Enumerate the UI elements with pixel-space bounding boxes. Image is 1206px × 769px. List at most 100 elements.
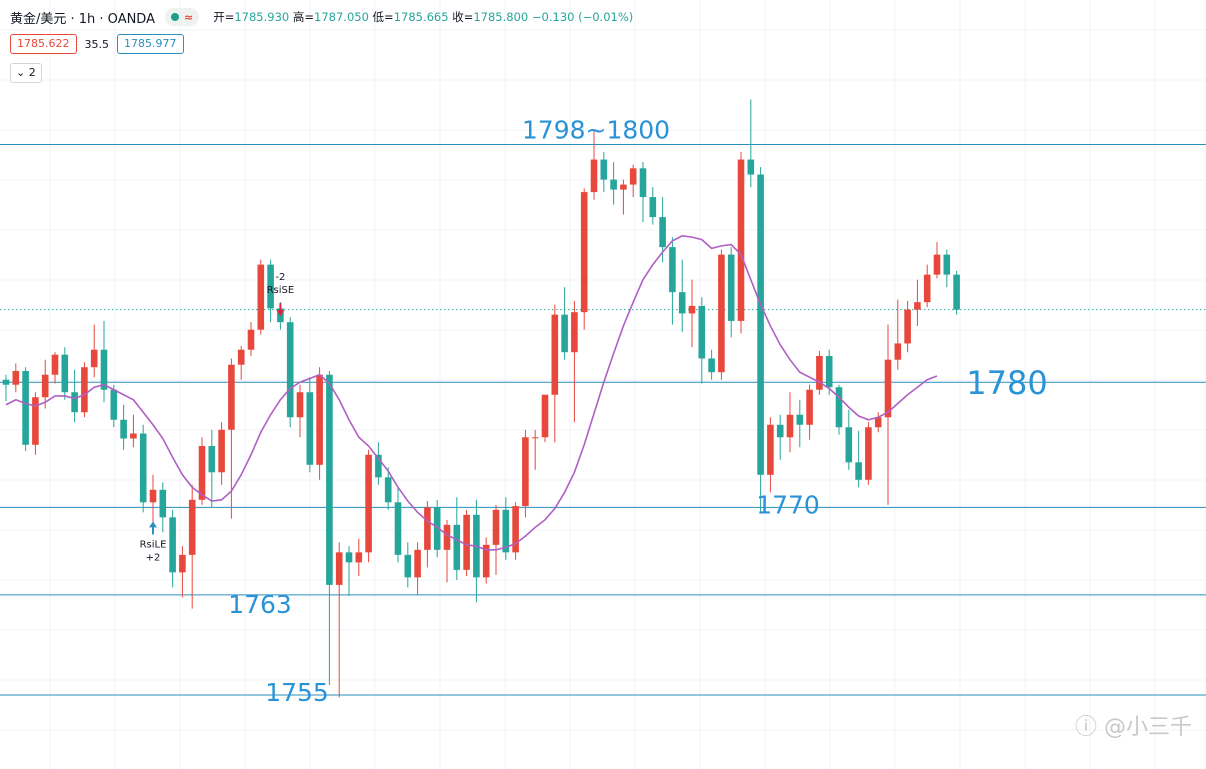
candle-body <box>482 544 490 578</box>
candle-body <box>32 397 39 445</box>
candle-body <box>894 343 902 360</box>
candle-body <box>149 489 157 503</box>
signal-count: +2 <box>146 552 161 563</box>
candle-body <box>698 305 706 359</box>
wave-icon: ≈ <box>183 10 194 24</box>
candle-body <box>747 159 755 175</box>
candle-body <box>786 414 794 438</box>
candle-body <box>218 429 225 473</box>
signal-count: -2 <box>275 272 285 283</box>
candle-body <box>678 292 686 314</box>
candle-body <box>531 437 539 439</box>
candle-body <box>865 427 872 480</box>
candle-body <box>208 446 216 473</box>
candle-body <box>228 364 235 430</box>
symbol-title[interactable]: 黄金/美元 · 1h · OANDA <box>10 11 155 27</box>
candle-body <box>237 349 245 365</box>
candle-body <box>81 367 88 413</box>
candle-body <box>718 254 725 373</box>
candle-body <box>600 159 608 180</box>
candle-body <box>355 552 363 563</box>
strategy-signals: -2 RsiSE RsiLE +2 <box>140 272 295 563</box>
level-label-1763: 1763 <box>228 590 292 619</box>
candle-body <box>326 374 333 585</box>
sell-arrow-icon <box>276 303 285 317</box>
candle-body <box>335 552 343 585</box>
ohlc-values: 开=1785.930 高=1787.050 低=1785.665 收=1785.… <box>213 9 633 25</box>
candle-body <box>620 184 627 190</box>
level-label-1755: 1755 <box>265 678 329 707</box>
candle-body <box>22 370 29 445</box>
candle-body <box>316 374 323 465</box>
candle-body <box>384 477 392 503</box>
candle-body <box>659 217 666 248</box>
candle-body <box>737 159 745 321</box>
candle-body <box>649 197 657 218</box>
candle-body <box>61 354 69 393</box>
candle-body <box>551 314 559 395</box>
candle-body <box>120 419 127 439</box>
candle-body <box>433 507 441 550</box>
candle-body <box>198 446 206 500</box>
candle-body <box>159 489 167 518</box>
candle-body <box>845 427 853 463</box>
candle-body <box>639 168 647 198</box>
candle-body <box>776 424 784 438</box>
chevron-down-icon: ⌄ <box>16 66 26 79</box>
sell-price-button[interactable]: 1785.622 <box>10 34 77 54</box>
level-labels: 1798~1800 1780 1770 1763 1755 <box>228 116 1048 707</box>
candle-body <box>806 389 813 425</box>
candle-body <box>2 379 10 385</box>
candle-body <box>835 387 843 428</box>
candle-body <box>179 554 186 573</box>
candle-body <box>590 159 598 193</box>
level-label-1770: 1770 <box>756 490 820 519</box>
candle-body <box>767 424 774 475</box>
high-value: 1787.050 <box>314 10 369 24</box>
change-value: −0.130 (−0.01%) <box>531 10 634 24</box>
candle-body <box>541 394 549 438</box>
moving-average <box>5 235 938 551</box>
candle-body <box>267 264 274 309</box>
candle-body <box>443 524 451 550</box>
candle-body <box>463 514 470 570</box>
candle-body <box>757 174 764 475</box>
candle-body <box>884 359 892 418</box>
candle-body <box>825 355 833 388</box>
watermark-text: @小三千 <box>1103 715 1192 740</box>
candle-body <box>904 309 911 344</box>
candle-body <box>394 502 402 555</box>
high-label: 高= <box>292 10 315 24</box>
candle-body <box>816 355 823 390</box>
indicator-collapse-button[interactable]: ⌄ 2 <box>10 63 42 83</box>
market-status-badge[interactable]: ≈ <box>164 8 200 26</box>
candle-body <box>492 509 500 545</box>
candle-body <box>580 192 588 313</box>
candle-body <box>512 506 519 553</box>
candle-body <box>933 254 941 275</box>
candle-body <box>188 499 196 555</box>
candle-body <box>306 392 314 465</box>
candle-body <box>90 349 98 368</box>
candle-body <box>130 433 137 439</box>
candle-body <box>375 454 382 478</box>
low-label: 低= <box>372 10 394 24</box>
candle-body <box>453 524 461 570</box>
candle-body <box>727 254 735 321</box>
candle-body <box>139 433 147 503</box>
close-value: 1785.800 <box>473 10 529 24</box>
candle-body <box>914 302 921 310</box>
candle-body <box>522 437 529 507</box>
buy-arrow-icon <box>149 521 157 535</box>
ma-line <box>5 235 938 551</box>
candle-body <box>923 274 931 303</box>
market-open-icon <box>170 13 179 21</box>
candle-body <box>502 509 510 553</box>
close-label: 收= <box>452 10 474 24</box>
candle-body <box>100 349 108 390</box>
candle-body <box>874 417 882 428</box>
candle-body <box>629 168 637 185</box>
candle-body <box>51 354 59 375</box>
buy-price-button[interactable]: 1785.977 <box>117 34 184 54</box>
